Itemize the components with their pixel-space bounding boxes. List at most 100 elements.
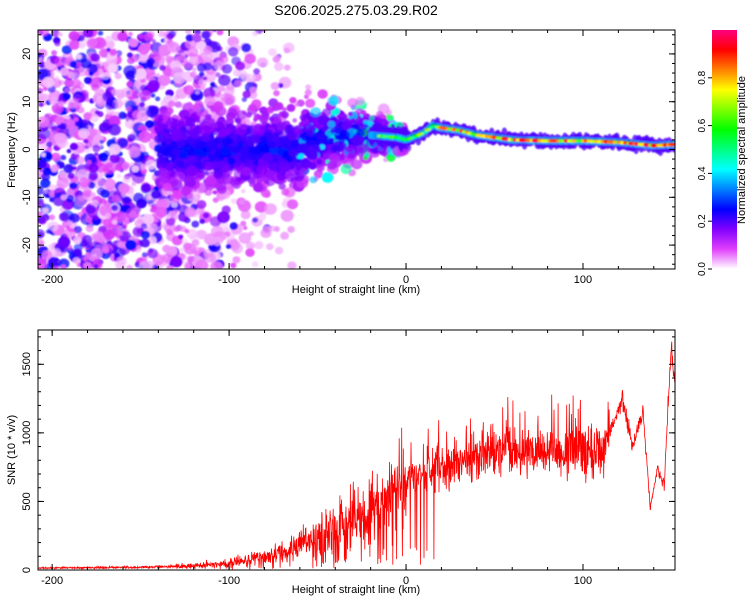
spectrogram-cell — [169, 172, 176, 178]
spectrogram-cell — [64, 78, 74, 88]
spectrogram-cell — [58, 236, 71, 248]
spectrogram-cell — [222, 174, 234, 185]
spectrogram-cell — [174, 101, 182, 108]
spectrogram-cell — [166, 232, 176, 242]
spectrogram-cell — [294, 102, 300, 107]
spectrogram-cell — [161, 141, 167, 147]
spectrogram-cell — [111, 219, 118, 225]
spectrogram-cell — [160, 131, 167, 137]
spectrogram-cell — [83, 139, 89, 144]
y-tick-label: -20 — [21, 237, 33, 253]
spectrogram-cell — [274, 102, 284, 111]
spectrogram-cell — [216, 185, 227, 195]
spectrogram-cell — [116, 173, 122, 179]
spectrogram-cell — [299, 114, 307, 121]
colorbar-label: Normalized spectral amplitude — [736, 76, 748, 224]
spectrogram-cell — [46, 141, 53, 148]
spectrogram-cell — [253, 182, 264, 193]
spectrogram-cell — [249, 153, 257, 161]
spectrogram-cell — [241, 97, 247, 102]
spectrogram-cell — [141, 252, 148, 258]
spectrogram-cell — [234, 79, 243, 88]
spectrogram-cell — [38, 94, 47, 103]
spectrogram-cell — [123, 219, 130, 225]
spectrogram-cell — [165, 55, 174, 63]
spectrogram-cell — [198, 164, 204, 170]
spectrogram-cell — [240, 210, 251, 220]
spectrogram-cell — [286, 103, 296, 112]
spectrogram-cell — [83, 261, 92, 269]
spectrogram-cell — [363, 152, 370, 158]
spectrogram-cell — [309, 176, 318, 184]
spectrogram-cell — [84, 97, 90, 103]
spectrogram-cell — [369, 115, 375, 121]
spectrogram-cell — [241, 146, 249, 154]
spectrogram-cell — [165, 98, 170, 103]
spectrogram-cell — [187, 155, 198, 165]
spectrogram-cell — [73, 248, 82, 257]
spectrogram-cell — [198, 78, 207, 87]
spectrogram-cell — [105, 35, 113, 43]
spectrogram-cell — [139, 89, 152, 101]
colorbar: 0.0 0.2 0.4 0.6 0.8 Normalized spectral ampl… — [697, 30, 748, 276]
spectrogram-cell — [129, 202, 136, 209]
spectrogram-cell — [283, 64, 291, 71]
spectrogram-cell — [48, 222, 59, 232]
spectrogram-cell — [278, 183, 286, 190]
spectrogram-xlabel: Height of straight line (km) — [292, 284, 420, 296]
spectrogram-cell — [236, 168, 242, 174]
spectrogram-cell — [240, 220, 247, 227]
spectrogram-cell — [251, 261, 259, 268]
spectrogram-cell — [169, 210, 177, 217]
spectrogram-cell — [507, 137, 512, 142]
spectrogram-cell — [84, 161, 94, 170]
y-tick-label: 500 — [21, 492, 33, 510]
colorbar-tick-label: 0.4 — [697, 166, 708, 180]
spectrogram-cell — [165, 217, 176, 226]
spectrogram-cell — [172, 189, 184, 200]
spectrogram-cell — [78, 128, 90, 139]
spectrogram-cell — [104, 212, 112, 219]
spectrogram-cell — [138, 52, 150, 63]
spectrogram-cell — [262, 190, 271, 198]
spectrogram-cell — [168, 100, 176, 107]
spectrogram-cell — [199, 126, 211, 137]
spectrogram-cell — [215, 182, 220, 188]
spectrogram-cell — [40, 178, 51, 189]
spectrogram-cell — [321, 172, 334, 183]
spectrogram-cell — [127, 31, 133, 37]
spectrogram-cell — [85, 204, 96, 215]
spectrogram-cell — [90, 233, 97, 239]
spectrogram-cell — [288, 149, 297, 157]
colorbar-tick-label: 0.0 — [697, 262, 708, 276]
spectrogram-cell — [244, 53, 256, 64]
spectrogram-cell — [75, 195, 88, 207]
spectrogram-cell — [147, 248, 159, 259]
spectrogram-cell — [193, 147, 202, 156]
spectrogram-cell — [58, 32, 63, 37]
spectrogram-cell — [226, 123, 234, 130]
spectrogram-cell — [254, 241, 264, 250]
spectrogram-cell — [96, 111, 104, 118]
spectrogram-cells — [38, 30, 675, 269]
spectrogram-cell — [132, 192, 144, 203]
spectrogram-cell — [281, 171, 286, 176]
x-tick-label: 100 — [574, 575, 592, 587]
spectrogram-cell — [90, 114, 99, 123]
spectrogram-cell — [147, 79, 161, 92]
spectrogram-cell — [274, 62, 284, 71]
spectrogram-cell — [128, 146, 141, 158]
spectrogram-cell — [282, 150, 290, 157]
spectrogram-cell — [351, 159, 363, 170]
spectrogram-cell — [245, 241, 255, 250]
spectrogram-cell — [176, 159, 185, 168]
spectrogram-cell — [232, 256, 241, 264]
spectrogram-cell — [179, 152, 187, 160]
spectrogram-cell — [93, 264, 99, 269]
spectrogram-cell — [54, 40, 61, 47]
spectrogram-cell — [217, 85, 225, 92]
spectrogram-cell — [67, 220, 73, 226]
